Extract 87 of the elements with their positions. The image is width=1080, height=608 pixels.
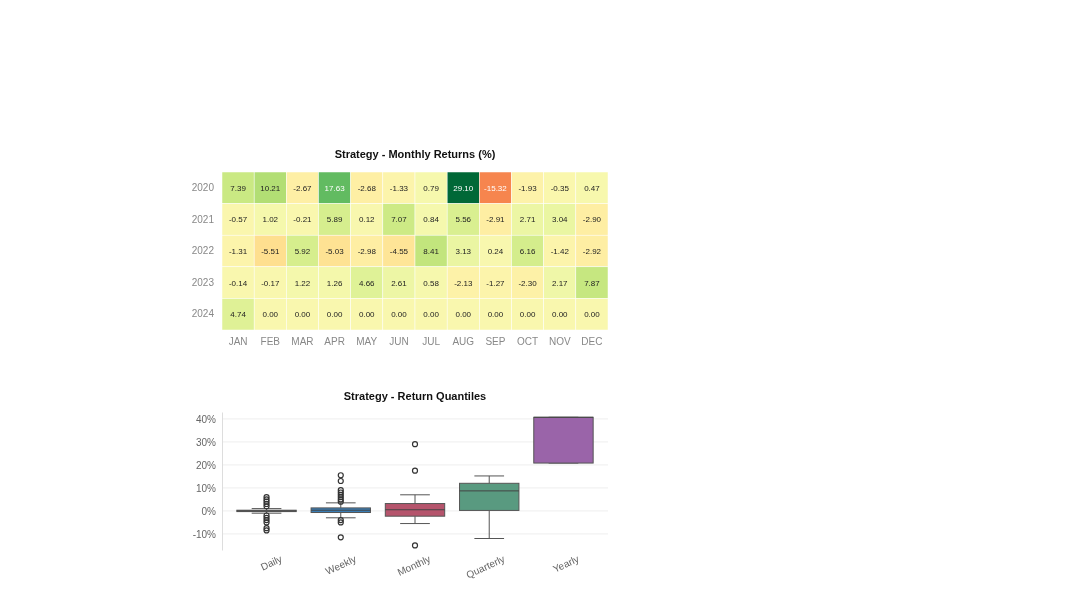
data-label: 0.00 [551,310,569,320]
data-label: -2.92 [582,247,602,256]
data-label: -2.67 [293,183,313,193]
y-tick-label: 2023 [191,276,215,288]
data-label: -1.93 [518,183,538,193]
data-label: -2.90 [582,215,602,225]
data-label: -1.42 [550,247,570,256]
data-label: 0.00 [584,310,601,320]
x-tick-label: NOV [548,336,571,348]
data-label: 4.74 [230,310,247,320]
data-label: 0.00 [423,310,440,320]
data-label: 3.13 [455,247,472,256]
data-label: 0.00 [358,310,376,320]
data-label: 5.56 [455,215,472,225]
x-tick-label: AUG [452,336,475,348]
data-label: 0.12 [358,215,376,225]
data-label: 0.47 [584,183,601,193]
data-label: 5.89 [326,215,343,225]
data-label: 17.63 [324,183,346,193]
data-label: -0.35 [550,183,570,193]
data-label: 2.71 [519,215,536,225]
data-label: 7.07 [391,215,408,225]
data-label: -2.68 [357,183,377,193]
data-label: 0.00 [455,310,472,320]
data-label: 2.17 [551,278,569,288]
data-label: -5.03 [325,247,345,256]
data-label: 1.22 [294,278,311,288]
data-label: -4.55 [389,247,409,256]
data-label: 0.84 [423,215,440,225]
data-label: 0.00 [262,310,279,320]
data-label: 1.02 [262,215,279,225]
data-label: -0.57 [228,215,248,225]
y-tick-label: 2024 [191,308,215,320]
data-label: -1.33 [389,183,409,193]
data-label: 1.26 [326,278,343,288]
data-label: 0.00 [391,310,408,320]
x-tick-label: APR [324,336,345,348]
data-label: -2.13 [454,278,473,288]
data-label: 10.21 [260,183,281,193]
chart-title: Strategy - Monthly Returns (%) [334,148,496,160]
data-label: 2.61 [391,278,408,288]
y-tick-label: 20% [195,459,217,471]
x-tick-label: Daily [258,553,284,573]
data-label: -0.17 [261,278,280,288]
y-tick-label: 2020 [191,182,215,193]
data-label: 3.04 [551,215,569,225]
x-tick-label: JUL [422,336,441,348]
data-label: -0.14 [228,278,248,288]
y-tick-label: 0% [201,505,217,517]
y-tick-label: 10% [195,482,217,494]
data-label: 0.58 [423,278,440,288]
data-label: 5.92 [294,247,311,256]
data-label: -15.32 [484,183,508,193]
x-tick-label: OCT [517,336,539,348]
data-label: 6.16 [519,247,536,256]
x-tick-label: MAR [291,336,314,348]
x-tick-label: MAY [356,336,378,348]
chart-title: Strategy - Return Quantiles [343,390,487,402]
x-tick-label: DEC [581,336,603,348]
data-label: -2.30 [518,278,538,288]
x-tick-label: FEB [260,336,281,348]
y-tick-label: 2021 [191,213,215,225]
data-label: -2.98 [357,247,377,256]
x-tick-label: JAN [228,336,248,348]
y-tick-label: 40% [195,413,217,425]
data-label: -1.27 [486,278,506,288]
data-label: 7.87 [584,278,601,288]
y-tick-label: 30% [195,436,217,448]
y-tick-label: 2022 [191,245,215,257]
y-tick-label: -10% [192,528,217,540]
data-label: 0.00 [487,310,504,320]
data-label: 0.00 [294,310,311,320]
data-label: 0.79 [423,183,440,193]
data-label: 4.66 [358,278,376,288]
x-tick-label: SEP [485,336,506,348]
data-label: 0.00 [326,310,343,320]
data-label: -1.31 [228,247,248,256]
data-label: 8.41 [423,247,440,256]
data-label: 29.10 [453,183,474,193]
data-label: 7.39 [230,183,247,193]
data-label: 0.24 [487,247,504,256]
x-tick-label: JUN [389,336,409,348]
data-label: 0.00 [519,310,536,320]
data-label: -0.21 [293,215,313,225]
x-tick-label: Yearly [551,553,581,575]
data-label: -2.91 [486,215,506,225]
data-label: -5.51 [261,247,280,256]
